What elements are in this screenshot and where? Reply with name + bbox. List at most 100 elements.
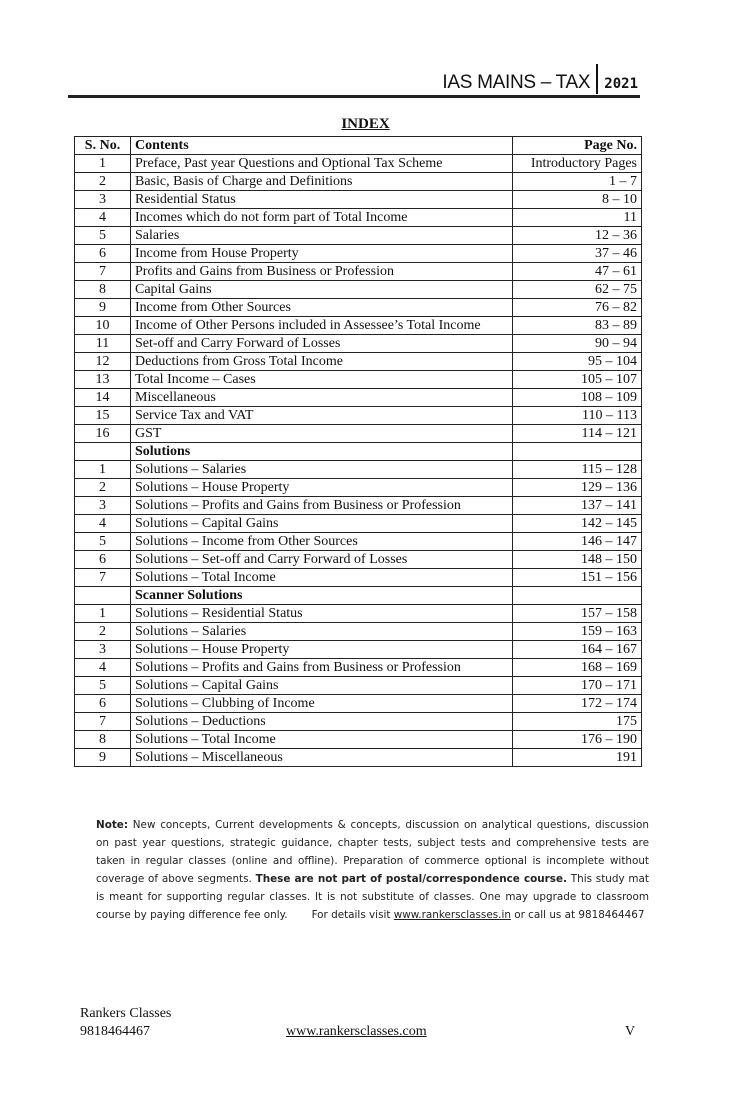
table-row: 14 Miscellaneous 108 – 109 [74, 388, 642, 407]
sno-cell: 7 [74, 712, 131, 731]
page-cell: 95 – 104 [512, 352, 642, 371]
table-row: 4 Solutions – Capital Gains 142 – 145 [74, 514, 642, 533]
sno-cell: 8 [74, 730, 131, 749]
page-cell: 8 – 10 [512, 190, 642, 209]
sno-cell: 6 [74, 244, 131, 263]
table-row: 15 Service Tax and VAT 110 – 113 [74, 406, 642, 425]
contents-cell: Total Income – Cases [130, 370, 513, 389]
page-cell: 157 – 158 [512, 604, 642, 623]
sno-cell: 4 [74, 208, 131, 227]
table-row: 10 Income of Other Persons included in As… [74, 316, 642, 335]
page-cell: 62 – 75 [512, 280, 642, 299]
contents-cell: Solutions – Deductions [130, 712, 513, 731]
sno-cell: 12 [74, 352, 131, 371]
table-row: 7 Solutions – Total Income 151 – 156 [74, 568, 642, 587]
page-cell: 175 [512, 712, 642, 731]
sno-cell: 15 [74, 406, 131, 425]
contents-cell: Solutions – Profits and Gains from Busin… [130, 658, 513, 677]
contents-cell: Solutions – Set-off and Carry Forward of… [130, 550, 513, 569]
page-cell: 115 – 128 [512, 460, 642, 479]
contents-cell: Deductions from Gross Total Income [130, 352, 513, 371]
table-row: 3 Solutions – House Property 164 – 167 [74, 640, 642, 659]
note-bold: These are not part of postal/corresponde… [255, 873, 567, 885]
note-call: or call us at 9818464467 [510, 909, 645, 921]
note-link[interactable]: www.rankersclasses.in [393, 909, 511, 921]
page-cell: 137 – 141 [512, 496, 642, 515]
footer-website[interactable]: www.rankersclasses.com [286, 1024, 427, 1039]
page-cell: 129 – 136 [512, 478, 642, 497]
table-row: 12 Deductions from Gross Total Income 95 –… [74, 352, 642, 371]
table-row: 1 Solutions – Salaries 115 – 128 [74, 460, 642, 479]
sno-cell: 2 [74, 172, 131, 191]
sno-cell: 9 [74, 298, 131, 317]
header-year: 2021 [604, 76, 638, 92]
sno-cell: 1 [74, 154, 131, 173]
table-row: 11 Set-off and Carry Forward of Losses 90 … [74, 334, 642, 353]
table-row: 9 Income from Other Sources 76 – 82 [74, 298, 642, 317]
table-row: 13 Total Income – Cases 105 – 107 [74, 370, 642, 389]
sno-cell: 14 [74, 388, 131, 407]
table-row: 4 Solutions – Profits and Gains from Busi… [74, 658, 642, 677]
table-row: 2 Basic, Basis of Charge and Definitions 1… [74, 172, 642, 191]
table-row: 8 Solutions – Total Income 176 – 190 [74, 730, 642, 749]
sno-cell: 3 [74, 190, 131, 209]
page-cell: 110 – 113 [512, 406, 642, 425]
contents-cell: Solutions – House Property [130, 478, 513, 497]
page-cell: 170 – 171 [512, 676, 642, 695]
note-label: Note: [96, 819, 129, 831]
sno-cell [74, 586, 131, 605]
contents-cell: Miscellaneous [130, 388, 513, 407]
section-title: Solutions [130, 442, 513, 461]
index-table: S. No. Contents Page No. 1 Preface, Past … [74, 136, 642, 767]
page-cell: 142 – 145 [512, 514, 642, 533]
page-cell: 90 – 94 [512, 334, 642, 353]
page-cell: 172 – 174 [512, 694, 642, 713]
page-cell: 1 – 7 [512, 172, 642, 191]
header-rule [68, 95, 640, 98]
sno-cell: 4 [74, 658, 131, 677]
section-row: Solutions [74, 442, 642, 461]
footer-org: Rankers Classes [80, 1006, 172, 1021]
note-text-2: This study mat is meant for supporting r… [96, 873, 649, 921]
contents-cell: Incomes which do not form part of Total … [130, 208, 513, 227]
contents-cell: Solutions – Miscellaneous [130, 748, 513, 767]
col-page: Page No. [512, 136, 642, 155]
sno-cell: 1 [74, 604, 131, 623]
contents-cell: Income of Other Persons included in Asse… [130, 316, 513, 335]
table-row: 2 Solutions – House Property 129 – 136 [74, 478, 642, 497]
contents-cell: Income from House Property [130, 244, 513, 263]
table-row: 6 Solutions – Clubbing of Income 172 – 174 [74, 694, 642, 713]
table-row: 6 Solutions – Set-off and Carry Forward o… [74, 550, 642, 569]
page-cell: 105 – 107 [512, 370, 642, 389]
table-row: 5 Solutions – Income from Other Sources 14… [74, 532, 642, 551]
contents-cell: Salaries [130, 226, 513, 245]
contents-cell: Solutions – House Property [130, 640, 513, 659]
sno-cell: 11 [74, 334, 131, 353]
page-cell: 168 – 169 [512, 658, 642, 677]
page-cell: 151 – 156 [512, 568, 642, 587]
contents-cell: Solutions – Profits and Gains from Busin… [130, 496, 513, 515]
table-row: 1 Solutions – Residential Status 157 – 158 [74, 604, 642, 623]
contents-cell: Profits and Gains from Business or Profe… [130, 262, 513, 281]
table-row: 7 Profits and Gains from Business or Prof… [74, 262, 642, 281]
contents-cell: Capital Gains [130, 280, 513, 299]
contents-cell: Solutions – Total Income [130, 568, 513, 587]
contents-cell: Solutions – Salaries [130, 622, 513, 641]
page-cell: 176 – 190 [512, 730, 642, 749]
table-row: 16 GST 114 – 121 [74, 424, 642, 443]
section-title: Scanner Solutions [130, 586, 513, 605]
sno-cell: 3 [74, 496, 131, 515]
page-cell: Introductory Pages [512, 154, 642, 173]
index-title: INDEX [341, 116, 390, 132]
sno-cell: 2 [74, 622, 131, 641]
page-cell: 164 – 167 [512, 640, 642, 659]
page-cell: 148 – 150 [512, 550, 642, 569]
table-row: 5 Solutions – Capital Gains 170 – 171 [74, 676, 642, 695]
col-contents: Contents [130, 136, 513, 155]
sno-cell: 5 [74, 676, 131, 695]
table-row: 6 Income from House Property 37 – 46 [74, 244, 642, 263]
sno-cell: 9 [74, 748, 131, 767]
running-header: IAS MAINS – TAX 2021 [442, 62, 638, 94]
sno-cell: 5 [74, 532, 131, 551]
contents-cell: Income from Other Sources [130, 298, 513, 317]
